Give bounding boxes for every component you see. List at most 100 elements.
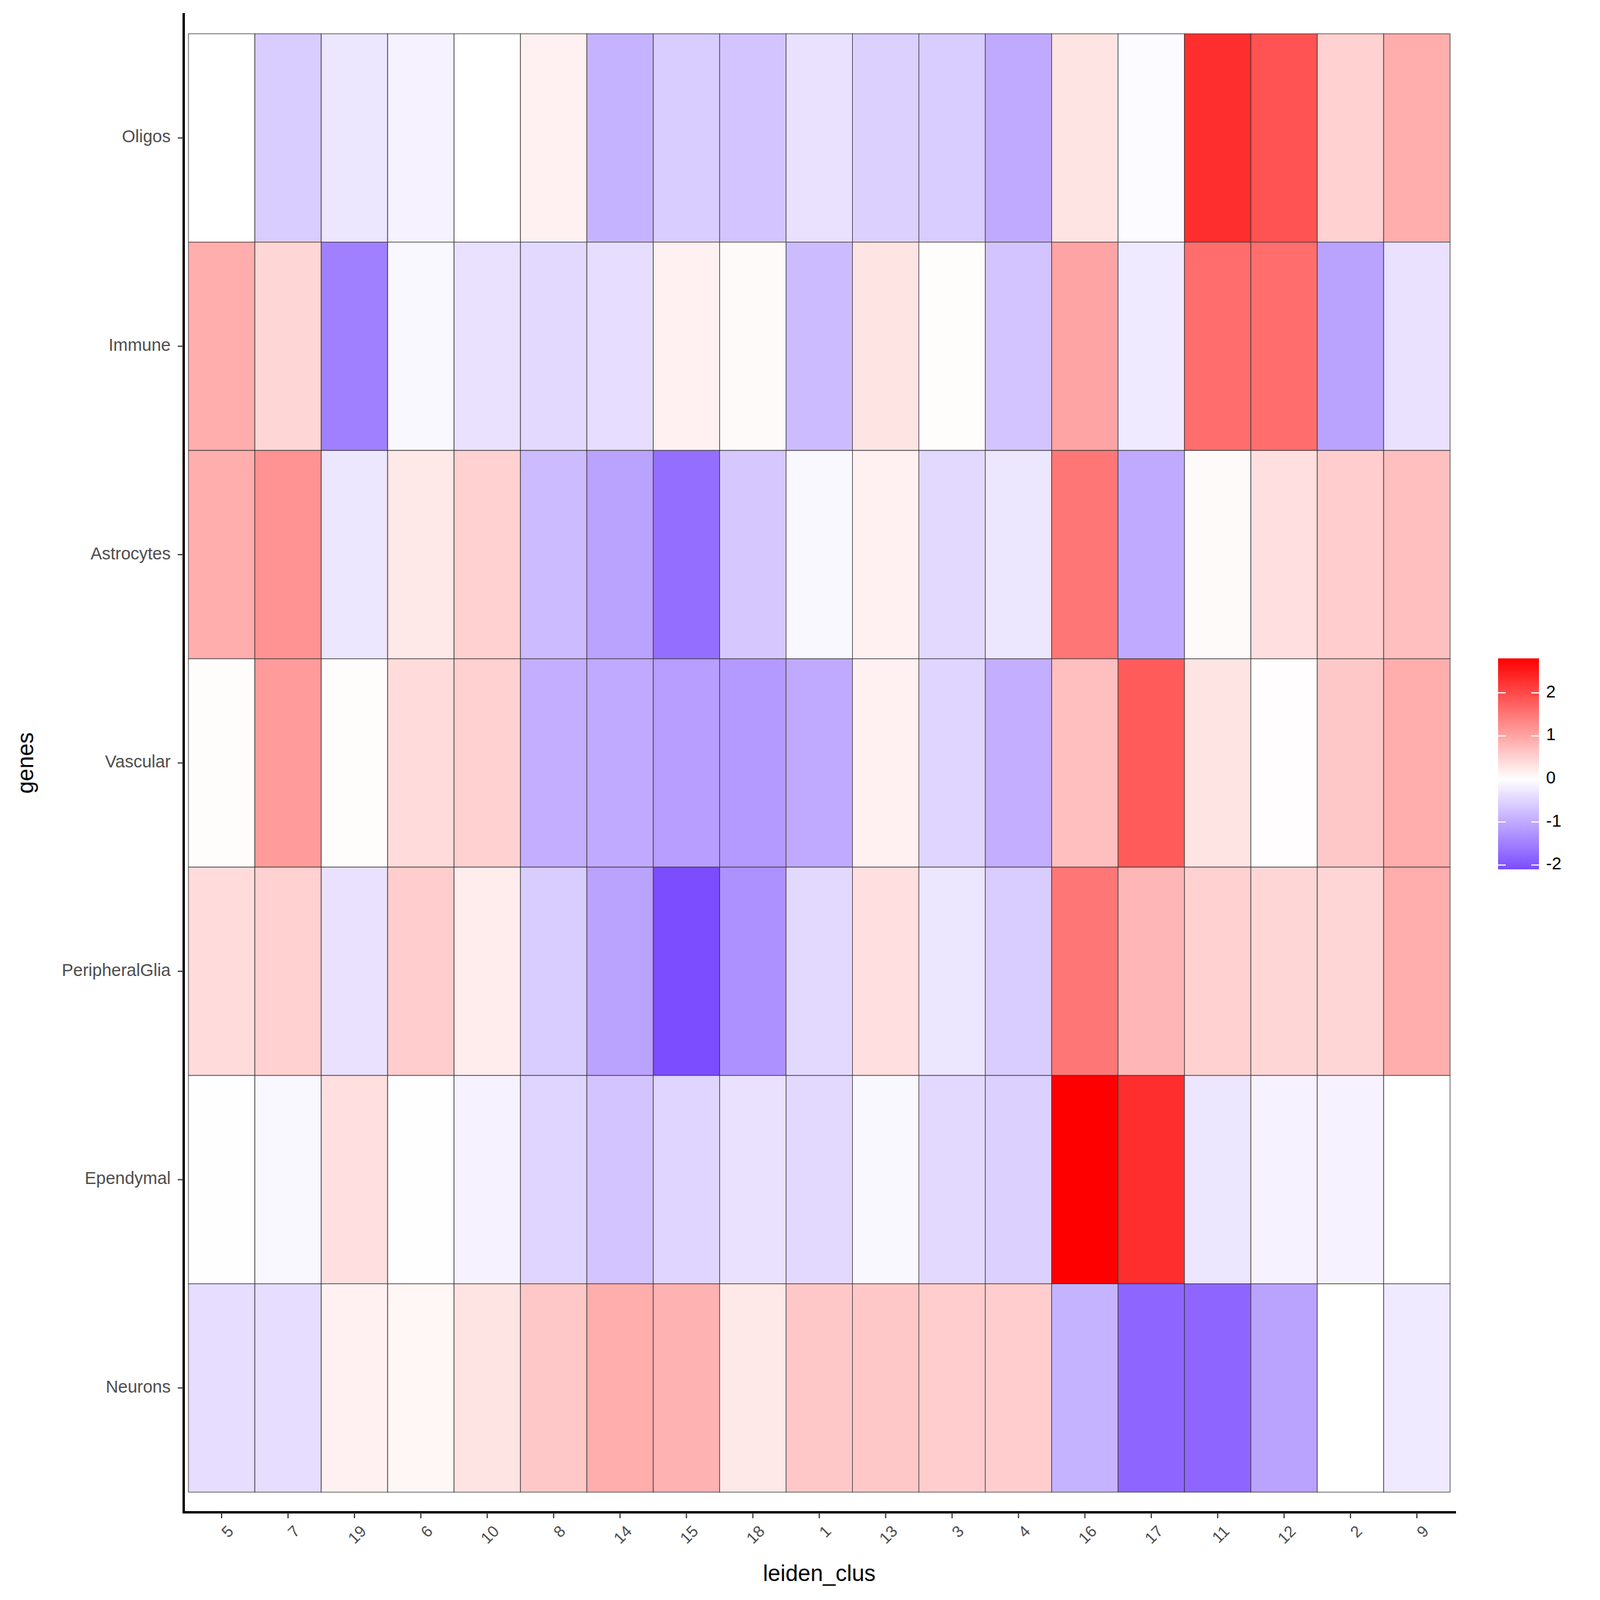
cell xyxy=(1317,866,1384,1076)
x-tick xyxy=(1084,1512,1086,1519)
y-tick xyxy=(177,137,184,139)
cell xyxy=(1118,450,1185,659)
colorbar-tick-label: 2 xyxy=(1546,682,1556,702)
cell xyxy=(254,1283,322,1493)
cell xyxy=(1118,658,1185,868)
cell xyxy=(520,242,587,451)
cell xyxy=(985,1075,1052,1285)
x-tick xyxy=(885,1512,887,1519)
cell xyxy=(719,1075,786,1285)
cell xyxy=(1051,866,1119,1076)
cell xyxy=(1383,1075,1451,1285)
cell xyxy=(1383,33,1451,243)
cell xyxy=(387,450,454,659)
cell xyxy=(254,450,322,659)
y-tick-label: PeripheralGlia xyxy=(61,960,172,980)
x-axis-title: leiden_clus xyxy=(762,1560,876,1586)
cell xyxy=(453,33,521,243)
chart: OligosImmuneAstrocytesVascularPeripheral… xyxy=(0,0,1600,1600)
cell xyxy=(1383,658,1451,868)
cell xyxy=(188,658,255,868)
x-tick xyxy=(221,1512,223,1519)
cell xyxy=(852,242,920,451)
cell xyxy=(1118,866,1185,1076)
x-tick-label: 9 xyxy=(1413,1522,1433,1542)
cell xyxy=(254,33,322,243)
cell xyxy=(1051,242,1119,451)
cell xyxy=(985,1283,1052,1493)
cell xyxy=(387,242,454,451)
cell xyxy=(520,1283,587,1493)
cell xyxy=(852,33,920,243)
cell xyxy=(1051,1283,1119,1493)
colorbar-tick xyxy=(1498,864,1506,866)
x-tick-label: 17 xyxy=(1141,1522,1167,1548)
cell xyxy=(852,866,920,1076)
colorbar-tick-label: -1 xyxy=(1546,811,1562,831)
cell xyxy=(1184,33,1251,243)
y-tick-label: Vascular xyxy=(104,752,171,771)
cell xyxy=(1250,1283,1318,1493)
cell xyxy=(188,242,255,451)
x-tick-label: 16 xyxy=(1074,1522,1100,1548)
cell xyxy=(1317,1283,1384,1493)
cell xyxy=(653,450,720,659)
cell xyxy=(453,1075,521,1285)
colorbar-tick xyxy=(1531,778,1539,780)
cell xyxy=(985,450,1052,659)
colorbar-tick xyxy=(1531,821,1539,823)
cell xyxy=(719,450,786,659)
colorbar-tick xyxy=(1531,735,1539,737)
x-tick xyxy=(951,1512,953,1519)
colorbar-tick xyxy=(1498,692,1506,694)
y-tick-label: Oligos xyxy=(122,126,171,146)
cell xyxy=(1250,658,1318,868)
colorbar-tick-label: 1 xyxy=(1546,724,1556,744)
cell xyxy=(653,1283,720,1493)
cell xyxy=(321,1075,388,1285)
cell xyxy=(453,866,521,1076)
cell xyxy=(586,658,654,868)
x-tick xyxy=(619,1512,621,1519)
cell xyxy=(1383,866,1451,1076)
cell xyxy=(1250,866,1318,1076)
cell xyxy=(1317,450,1384,659)
cell xyxy=(653,242,720,451)
x-tick xyxy=(685,1512,687,1519)
cell xyxy=(254,658,322,868)
cell xyxy=(919,1075,986,1285)
x-tick xyxy=(752,1512,754,1519)
y-tick-label: Astrocytes xyxy=(90,544,171,563)
cell xyxy=(586,1283,654,1493)
cell xyxy=(1250,450,1318,659)
x-tick xyxy=(1283,1512,1285,1519)
x-tick xyxy=(287,1512,289,1519)
cell xyxy=(919,450,986,659)
x-tick xyxy=(1416,1512,1418,1519)
cell xyxy=(1051,450,1119,659)
y-axis-title: genes xyxy=(13,732,38,795)
colorbar-tick xyxy=(1498,821,1506,823)
cell xyxy=(1118,242,1185,451)
cell xyxy=(1184,658,1251,868)
y-tick-label: Ependymal xyxy=(84,1168,171,1188)
x-tick-label: 10 xyxy=(477,1522,503,1548)
cell xyxy=(719,242,786,451)
cell xyxy=(188,33,255,243)
cell xyxy=(1383,242,1451,451)
cell xyxy=(387,1075,454,1285)
cells xyxy=(188,33,1451,1493)
cell xyxy=(852,450,920,659)
y-tick xyxy=(177,762,184,764)
cell xyxy=(1184,1075,1251,1285)
cell xyxy=(188,1283,255,1493)
cell xyxy=(919,866,986,1076)
y-tick xyxy=(177,970,184,972)
colorbar-tick-label: -2 xyxy=(1546,853,1562,873)
x-tick-label: 8 xyxy=(549,1522,569,1542)
x-tick-label: 6 xyxy=(417,1522,437,1542)
cell xyxy=(852,658,920,868)
cell xyxy=(321,242,388,451)
y-tick xyxy=(177,1387,184,1389)
x-tick xyxy=(818,1512,821,1519)
